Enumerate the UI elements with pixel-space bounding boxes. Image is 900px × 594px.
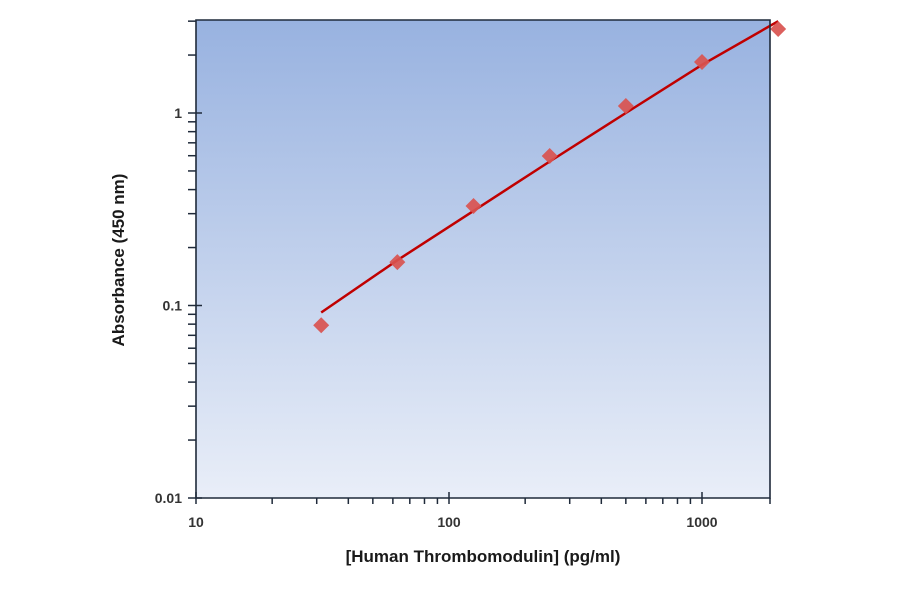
x-tick-label: 1000	[686, 514, 717, 530]
y-tick-label: 0.1	[163, 298, 183, 314]
data-markers	[313, 21, 787, 334]
data-point-marker	[313, 317, 330, 334]
x-axis-title: [Human Thrombomodulin] (pg/ml)	[346, 547, 621, 566]
plot-area	[196, 20, 770, 498]
data-point-marker	[617, 98, 634, 115]
data-point-marker	[465, 197, 482, 214]
x-tick-label: 10	[188, 514, 204, 530]
x-tick-label: 100	[437, 514, 461, 530]
axes	[195, 19, 771, 499]
data-point-marker	[694, 54, 710, 71]
tick-labels: 0.01 0.1 1 10 100 1000	[155, 105, 718, 530]
y-tick-label: 1	[174, 105, 182, 121]
data-point-marker	[770, 21, 787, 38]
data-point-marker	[541, 147, 558, 164]
data-point-marker	[389, 254, 406, 271]
y-axis-title: Absorbance (450 nm)	[109, 174, 128, 347]
y-tick-label: 0.01	[155, 490, 182, 506]
